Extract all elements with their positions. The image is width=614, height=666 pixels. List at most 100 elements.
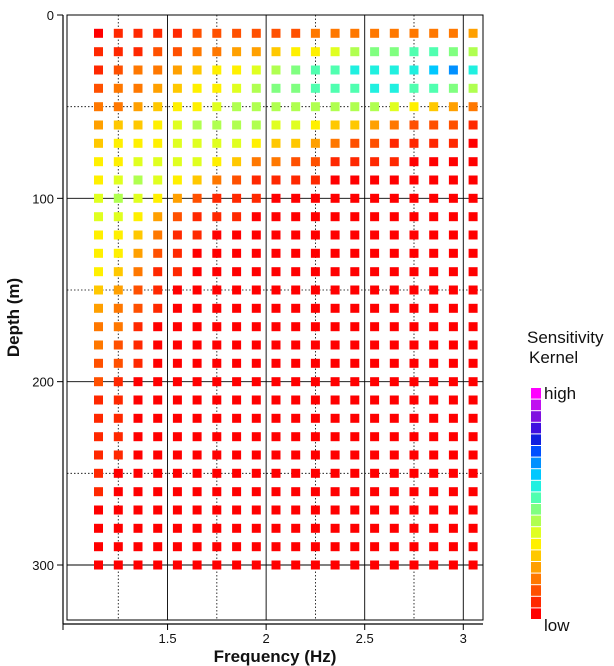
heatmap-cell xyxy=(330,212,340,222)
heatmap-cell xyxy=(310,322,320,332)
heatmap-cell xyxy=(212,248,222,258)
heatmap-cell xyxy=(232,285,242,295)
heatmap-cell xyxy=(192,83,202,93)
heatmap-cell xyxy=(133,120,143,130)
heatmap-cell xyxy=(113,468,123,478)
heatmap-cell xyxy=(212,230,222,240)
heatmap-cell xyxy=(468,303,478,313)
heatmap-cell xyxy=(251,432,261,442)
heatmap-cell xyxy=(113,303,123,313)
heatmap-cell xyxy=(409,523,419,533)
heatmap-cell xyxy=(350,120,360,130)
heatmap-cell xyxy=(370,340,380,350)
heatmap-cell xyxy=(94,230,103,240)
heatmap-cell xyxy=(429,413,439,423)
heatmap-cell xyxy=(192,157,202,167)
heatmap-cell xyxy=(232,505,242,515)
heatmap-cell xyxy=(172,322,182,332)
heatmap-cell xyxy=(172,248,182,258)
heatmap-cell xyxy=(232,377,242,387)
heatmap-cell xyxy=(291,432,301,442)
heatmap-cell xyxy=(310,285,320,295)
heatmap-cell xyxy=(429,450,439,460)
heatmap-cell xyxy=(271,285,281,295)
heatmap-cell xyxy=(232,413,242,423)
heatmap-cell xyxy=(192,450,202,460)
heatmap-cell xyxy=(468,340,478,350)
heatmap-cell xyxy=(448,432,458,442)
colorbar-title-line1: Sensitivity xyxy=(527,328,604,347)
heatmap-cell xyxy=(350,560,360,570)
heatmap-cell xyxy=(113,358,123,368)
heatmap-cell xyxy=(153,358,163,368)
heatmap-cell xyxy=(409,175,419,185)
heatmap-cell xyxy=(113,377,123,387)
heatmap-cell xyxy=(468,28,478,38)
heatmap-cell xyxy=(94,120,103,130)
heatmap-cell xyxy=(310,267,320,277)
heatmap-cell xyxy=(212,560,222,570)
heatmap-cell xyxy=(271,377,281,387)
heatmap-cell xyxy=(350,102,360,112)
heatmap-cell xyxy=(468,413,478,423)
heatmap-cell xyxy=(232,267,242,277)
heatmap-cell xyxy=(212,395,222,405)
heatmap-cell xyxy=(389,358,399,368)
heatmap-cell xyxy=(429,468,439,478)
heatmap-cell xyxy=(310,65,320,75)
heatmap-cell xyxy=(172,505,182,515)
heatmap-cell xyxy=(429,560,439,570)
heatmap-cell xyxy=(448,560,458,570)
heatmap-cell xyxy=(232,303,242,313)
heatmap-cell xyxy=(172,487,182,497)
heatmap-cell xyxy=(172,395,182,405)
heatmap-cell xyxy=(310,395,320,405)
heatmap-cell xyxy=(113,542,123,552)
heatmap-cell xyxy=(153,468,163,478)
heatmap-cell xyxy=(429,377,439,387)
heatmap-cell xyxy=(251,505,261,515)
heatmap-cell xyxy=(448,193,458,203)
heatmap-cell xyxy=(409,193,419,203)
heatmap-cell xyxy=(113,212,123,222)
heatmap-cell xyxy=(370,83,380,93)
heatmap-cell xyxy=(153,303,163,313)
heatmap-cell xyxy=(251,83,261,93)
heatmap-cell xyxy=(429,65,439,75)
heatmap-cell xyxy=(192,65,202,75)
heatmap-cell xyxy=(133,193,143,203)
heatmap-cell xyxy=(133,322,143,332)
heatmap-cell xyxy=(192,542,202,552)
heatmap-cell xyxy=(429,285,439,295)
heatmap-cell xyxy=(468,450,478,460)
heatmap-cell xyxy=(113,523,123,533)
colorbar-swatch xyxy=(531,538,541,550)
heatmap-cell xyxy=(271,47,281,57)
heatmap-cell xyxy=(251,468,261,478)
heatmap-cell xyxy=(330,505,340,515)
heatmap-cell xyxy=(133,413,143,423)
heatmap-cell xyxy=(232,487,242,497)
heatmap-cell xyxy=(389,267,399,277)
heatmap-cell xyxy=(271,120,281,130)
heatmap-cell xyxy=(389,248,399,258)
heatmap-cell xyxy=(133,487,143,497)
heatmap-cell xyxy=(468,322,478,332)
heatmap-cell xyxy=(271,358,281,368)
heatmap-cell xyxy=(409,47,419,57)
heatmap-cell xyxy=(350,523,360,533)
heatmap-cell xyxy=(350,230,360,240)
heatmap-cell xyxy=(468,102,478,112)
heatmap-cell xyxy=(370,468,380,478)
heatmap-cell xyxy=(133,230,143,240)
heatmap-cell xyxy=(94,487,103,497)
heatmap-cell xyxy=(192,175,202,185)
heatmap-cell xyxy=(192,28,202,38)
heatmap-cell xyxy=(271,28,281,38)
heatmap-cell xyxy=(350,487,360,497)
heatmap-cell xyxy=(271,157,281,167)
heatmap-cell xyxy=(310,358,320,368)
heatmap-cell xyxy=(448,505,458,515)
heatmap-cell xyxy=(271,542,281,552)
heatmap-cell xyxy=(212,65,222,75)
